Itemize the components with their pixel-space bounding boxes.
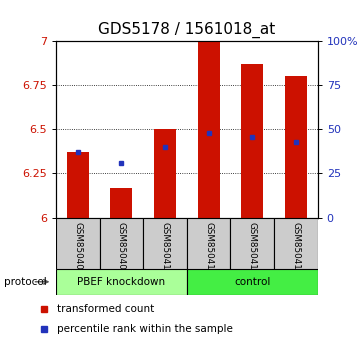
Bar [56, 269, 187, 295]
Bar [143, 218, 187, 269]
Text: GSM850413: GSM850413 [291, 222, 300, 275]
Text: GSM850412: GSM850412 [248, 222, 257, 275]
Bar [187, 218, 230, 269]
Bar [56, 218, 100, 269]
Bar [198, 41, 219, 218]
Text: GSM850408: GSM850408 [73, 222, 82, 275]
Bar [100, 218, 143, 269]
Bar [154, 129, 176, 218]
Bar [67, 152, 89, 218]
Text: transformed count: transformed count [57, 304, 155, 314]
Text: PBEF knockdown: PBEF knockdown [77, 277, 165, 287]
Bar [285, 76, 307, 218]
Text: percentile rank within the sample: percentile rank within the sample [57, 324, 233, 335]
Title: GDS5178 / 1561018_at: GDS5178 / 1561018_at [98, 22, 275, 38]
Text: GSM850410: GSM850410 [161, 222, 170, 275]
Text: control: control [234, 277, 270, 287]
Text: GSM850411: GSM850411 [204, 222, 213, 275]
Bar [110, 188, 132, 218]
Bar [242, 64, 263, 218]
Text: GSM850409: GSM850409 [117, 222, 126, 275]
Bar [230, 218, 274, 269]
Bar [187, 269, 318, 295]
Bar [274, 218, 318, 269]
Text: protocol: protocol [4, 277, 46, 287]
